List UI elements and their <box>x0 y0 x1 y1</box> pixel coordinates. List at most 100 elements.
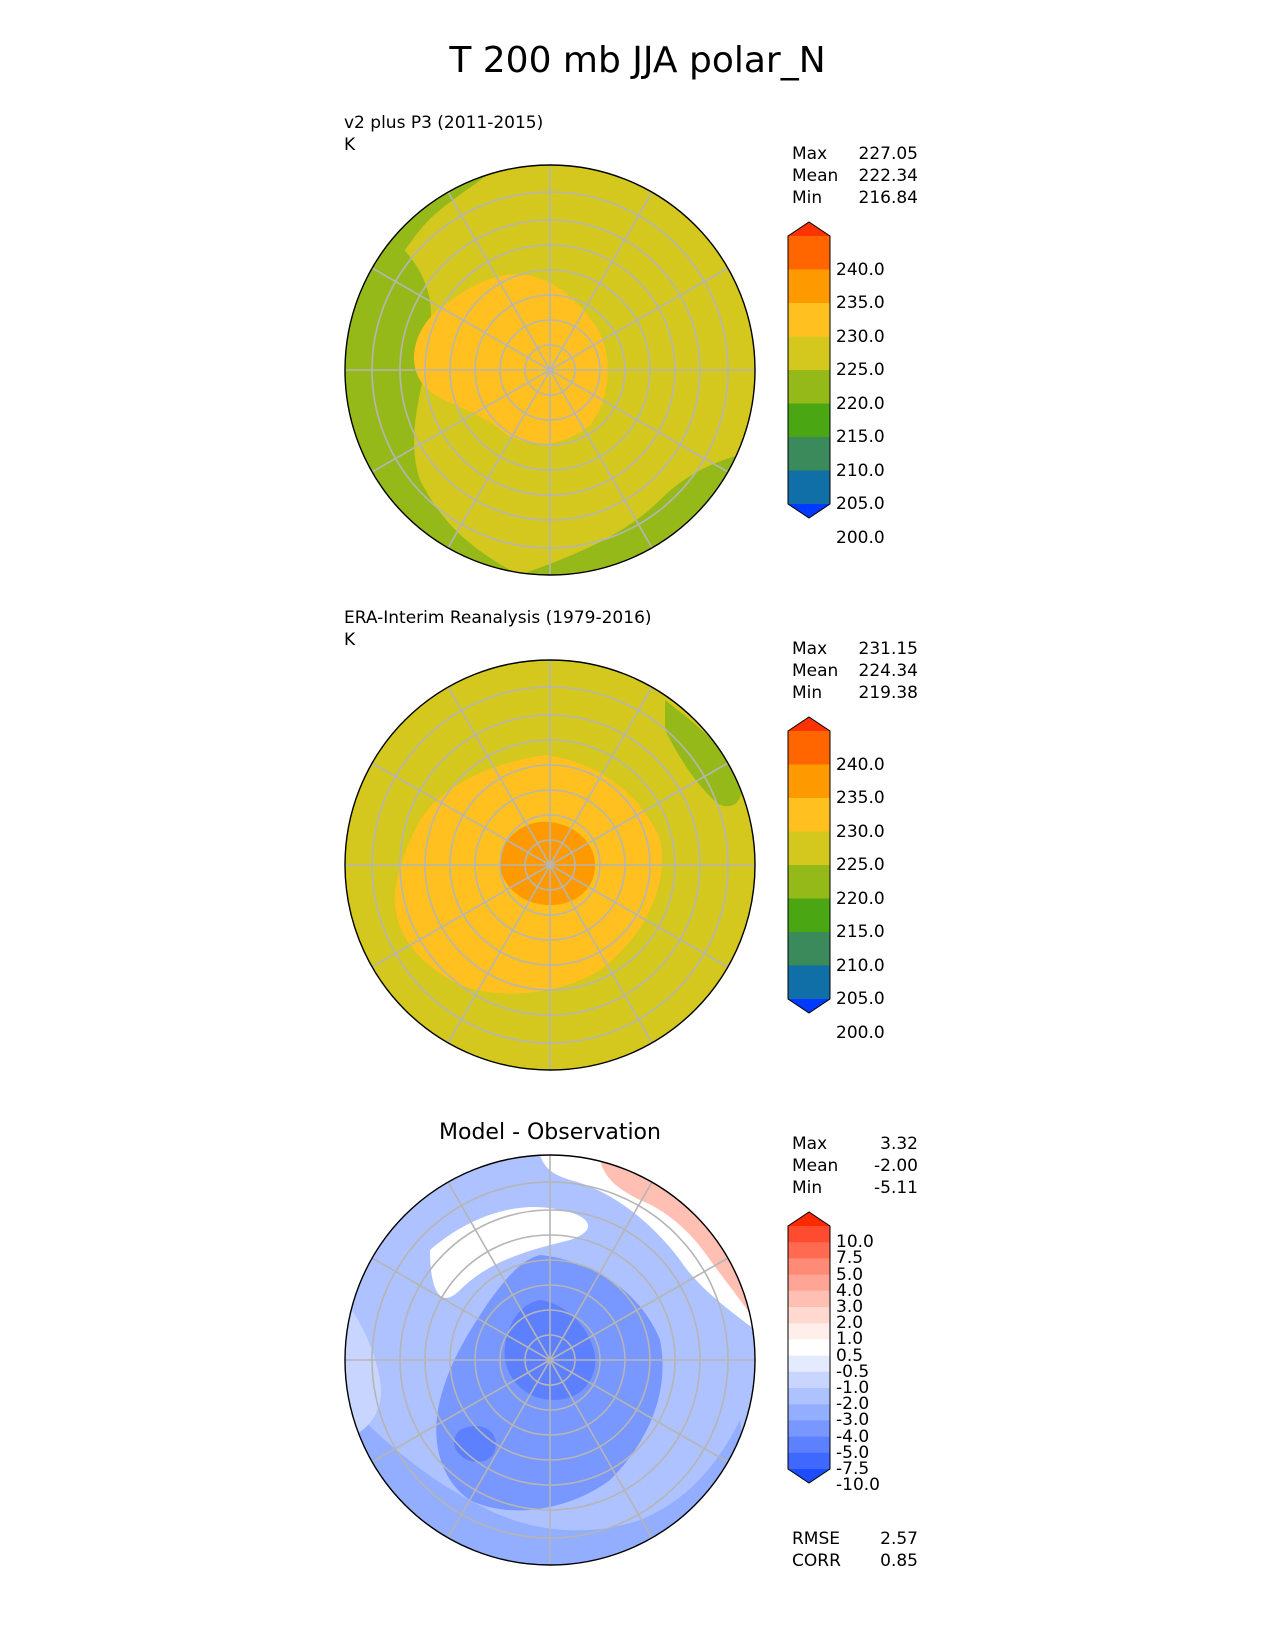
panel1-map <box>344 164 756 576</box>
colorbar-tick-label: 0.5 <box>836 1345 864 1366</box>
colorbar-band <box>788 236 830 270</box>
colorbar-band <box>788 504 830 518</box>
colorbar-band <box>788 1323 830 1340</box>
colorbar-band <box>788 999 830 1013</box>
colorbar-tick-label: -5.0 <box>836 1442 870 1463</box>
colorbar-band <box>788 831 830 866</box>
colorbar-band <box>788 403 830 438</box>
colorbar-tick-label: 205.0 <box>836 494 885 514</box>
panel3-title: Model - Observation <box>439 1120 661 1145</box>
colorbar-outline <box>787 716 831 1014</box>
panel1-units: K <box>344 135 356 155</box>
panel2-map <box>344 659 756 1071</box>
colorbar-tick-label: -7.5 <box>836 1459 870 1479</box>
colorbar-band <box>788 1388 830 1405</box>
colorbar-band <box>788 764 830 799</box>
colorbar-outline <box>787 1211 831 1484</box>
colorbar-band <box>788 1420 830 1437</box>
colorbar-tick-label: 200.0 <box>836 1022 885 1043</box>
colorbar-tick-label: 200.0 <box>836 527 885 548</box>
colorbar-band <box>788 1307 830 1324</box>
panel2-stats: Max 231.15 Mean 224.34 Min 219.38 <box>792 638 918 704</box>
panel3-metrics: RMSE 2.57 CORR 0.85 <box>792 1528 918 1572</box>
stat-max: Max 231.15 <box>792 639 918 659</box>
stat-min: Min 219.38 <box>792 683 918 703</box>
colorbar-tick-label: 3.0 <box>836 1297 864 1317</box>
colorbar-tick-label: 230.0 <box>836 821 885 842</box>
colorbar-band <box>788 1404 830 1421</box>
colorbar-tick-label: 235.0 <box>836 293 885 313</box>
colorbar-tick-label: 210.0 <box>836 955 885 976</box>
colorbar-band <box>788 303 830 337</box>
colorbar-band <box>788 717 830 731</box>
colorbar-band <box>788 1226 830 1243</box>
colorbar-band <box>788 1212 830 1226</box>
colorbar-band <box>788 1355 830 1373</box>
colorbar-band <box>788 965 830 1000</box>
colorbar-tick-label: 230.0 <box>836 326 885 347</box>
colorbar-band <box>788 1290 830 1308</box>
colorbar-tick-label: -0.5 <box>836 1361 870 1382</box>
colorbar-band <box>788 1242 830 1259</box>
colorbar-band <box>788 336 830 371</box>
stat-min: Min -5.11 <box>792 1178 918 1198</box>
colorbar-tick-label: 10.0 <box>836 1232 874 1253</box>
stat-min: Min 216.84 <box>792 188 918 208</box>
colorbar-tick-label: 210.0 <box>836 460 885 481</box>
colorbar-band <box>788 1469 830 1483</box>
colorbar-tick-label: -1.0 <box>836 1378 870 1398</box>
colorbar-band <box>788 222 830 236</box>
panel3-colorbar <box>787 1211 831 1484</box>
colorbar-tick-label: -3.0 <box>836 1410 870 1431</box>
panel2-boundary <box>344 659 756 1071</box>
colorbar-band <box>788 932 830 966</box>
colorbar-band <box>788 1258 830 1275</box>
panel1-boundary <box>344 164 756 576</box>
colorbar-band <box>788 731 830 765</box>
colorbar-tick-label: -2.0 <box>836 1394 870 1415</box>
colorbar-band <box>788 370 830 404</box>
colorbar-tick-label: 5.0 <box>836 1264 864 1285</box>
colorbar-band <box>788 1452 830 1470</box>
colorbar-band <box>788 1436 830 1454</box>
colorbar-tick-label: 215.0 <box>836 427 885 447</box>
panel3-stats: Max 3.32 Mean -2.00 Min -5.11 <box>792 1133 918 1199</box>
colorbar-tick-label: 215.0 <box>836 922 885 942</box>
panel3-map <box>344 1154 756 1566</box>
colorbar-outline <box>787 221 831 519</box>
colorbar-tick-label: 4.0 <box>836 1280 864 1301</box>
panel3-graticule <box>345 1155 755 1565</box>
colorbar-band <box>788 798 830 832</box>
colorbar-tick-label: 205.0 <box>836 989 885 1009</box>
colorbar-tick-label: -4.0 <box>836 1426 870 1447</box>
panel3-boundary <box>344 1154 756 1566</box>
panel2-units: K <box>344 630 356 650</box>
colorbar-tick-label: 1.0 <box>836 1329 864 1350</box>
colorbar-tick-label: 220.0 <box>836 393 885 414</box>
colorbar-band <box>788 437 830 471</box>
colorbar-tick-label: 225.0 <box>836 360 885 380</box>
stat-mean: Mean -2.00 <box>792 1156 918 1176</box>
panel2-colorbar <box>787 716 831 1014</box>
stat-mean: Mean 222.34 <box>792 166 918 186</box>
panel1-subtitle: v2 plus P3 (2011-2015) <box>344 113 544 133</box>
colorbar-band <box>788 269 830 304</box>
panel1-graticule <box>345 165 755 575</box>
stat-max: Max 227.05 <box>792 144 918 164</box>
panel2-subtitle: ERA-Interim Reanalysis (1979-2016) <box>344 608 652 628</box>
panel1-stats: Max 227.05 Mean 222.34 Min 216.84 <box>792 143 918 209</box>
colorbar-tick-label: 2.0 <box>836 1313 864 1334</box>
colorbar-tick-label: 7.5 <box>836 1248 864 1269</box>
colorbar-band <box>788 1274 830 1292</box>
colorbar-tick-label: 220.0 <box>836 888 885 909</box>
panel2-graticule <box>345 660 755 1070</box>
colorbar-band <box>788 1371 830 1389</box>
colorbar-tick-label: 235.0 <box>836 788 885 808</box>
colorbar-tick-label: 225.0 <box>836 855 885 875</box>
colorbar-band <box>788 1339 830 1356</box>
metric-corr: CORR 0.85 <box>792 1551 918 1571</box>
colorbar-tick-label: 240.0 <box>836 259 885 280</box>
colorbar-band <box>788 898 830 933</box>
colorbar-band <box>788 470 830 505</box>
